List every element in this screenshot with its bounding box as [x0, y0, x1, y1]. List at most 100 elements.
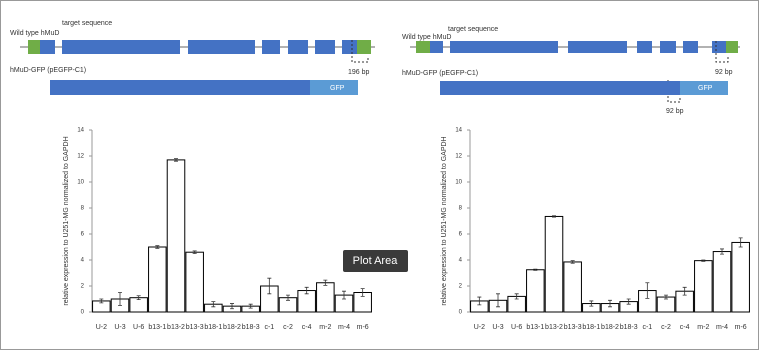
utr: [357, 40, 371, 54]
x-tick-label: m-6: [357, 324, 369, 331]
x-tick-label: b18-2: [601, 324, 619, 331]
error-bar: [192, 250, 197, 254]
bar: [731, 241, 750, 313]
x-tick-label: b13-3: [186, 324, 204, 331]
label: 92 bp: [715, 69, 733, 76]
bar: [316, 282, 335, 313]
exon: [683, 41, 698, 53]
x-tick-label: c-1: [642, 324, 652, 331]
exon: [188, 40, 255, 54]
y-tick-label: 0: [81, 310, 85, 316]
exon: [430, 41, 443, 53]
label: 92 bp: [666, 108, 684, 115]
label: hMuD-GFP (pEGFP-C1): [402, 70, 478, 77]
label: hMuD-GFP (pEGFP-C1): [10, 67, 86, 74]
x-tick-label: m-2: [697, 324, 709, 331]
label: Wild type hMuD: [10, 30, 59, 37]
label: target sequence: [448, 26, 498, 33]
exon: [315, 40, 335, 54]
y-axis-label: relative expression to U251-MG normalize…: [441, 136, 448, 305]
error-bar: [267, 277, 272, 295]
x-tick-label: b18-2: [223, 324, 241, 331]
x-tick-label: b18-1: [204, 324, 222, 331]
tooltip-text: Plot Area: [353, 255, 399, 267]
error-bar: [645, 282, 650, 299]
bracket: [715, 41, 729, 63]
label: Wild type hMuD: [402, 34, 451, 41]
error-bar: [496, 293, 500, 308]
bracket: [351, 40, 369, 63]
error-bar: [323, 279, 328, 286]
diagram-left: Wild type hMuD target sequence 196 bp hM…: [10, 20, 375, 95]
exon: [262, 40, 280, 54]
y-tick-label: 4: [459, 258, 463, 264]
error-bar: [286, 294, 290, 301]
error-bar: [136, 295, 141, 301]
bar: [185, 251, 204, 313]
error-bar: [155, 245, 160, 249]
utr: [28, 40, 40, 54]
exon: [660, 41, 676, 53]
y-tick-label: 14: [455, 128, 462, 134]
error-bar: [118, 292, 122, 306]
y-tick-label: 4: [81, 258, 85, 264]
x-tick-label: c-4: [680, 324, 690, 331]
x-tick-label: U-6: [511, 324, 522, 331]
x-tick-label: b13-1: [526, 324, 544, 331]
error-bar: [626, 298, 631, 305]
bar: [166, 159, 186, 313]
bar: [526, 269, 545, 313]
label: 196 bp: [348, 69, 370, 76]
x-tick-label: c-1: [264, 324, 274, 331]
exon: [450, 41, 558, 53]
error-bar: [664, 294, 668, 300]
exon: [637, 41, 652, 53]
x-tick-label: b18-1: [582, 324, 600, 331]
error-bar: [720, 248, 724, 255]
bar: [148, 246, 167, 313]
x-tick-label: U-6: [133, 324, 144, 331]
x-tick-label: c-2: [661, 324, 671, 331]
tooltip: Plot Area: [343, 250, 408, 272]
gfp-bar: [310, 80, 358, 95]
error-bar: [174, 158, 178, 162]
error-bar: [738, 237, 743, 248]
x-tick-label: b18-3: [242, 324, 260, 331]
x-tick-label: b13-2: [167, 324, 185, 331]
utr: [416, 41, 430, 53]
error-bar: [608, 299, 612, 308]
y-tick-label: 12: [77, 154, 84, 160]
bar: [712, 251, 732, 313]
x-tick-label: U-2: [474, 324, 485, 331]
x-tick-label: U-3: [114, 324, 125, 331]
exon: [568, 41, 627, 53]
y-tick-label: 10: [77, 180, 84, 186]
error-bar: [514, 293, 519, 300]
error-bar: [570, 260, 575, 264]
label: GFP: [698, 85, 713, 92]
x-tick-label: b13-1: [148, 324, 166, 331]
error-bar: [533, 268, 538, 271]
y-tick-label: 12: [455, 154, 462, 160]
x-tick-label: c-2: [283, 324, 293, 331]
x-tick-label: m-2: [319, 324, 331, 331]
bracket: [667, 80, 681, 103]
y-tick-label: 0: [459, 310, 463, 316]
diagram-right: Wild type hMuD target sequence 92 bp hMu…: [402, 26, 740, 115]
error-bar: [304, 286, 309, 295]
x-tick-label: b13-2: [545, 324, 563, 331]
x-tick-label: U-2: [96, 324, 107, 331]
y-tick-label: 6: [459, 232, 463, 238]
error-bar: [552, 215, 556, 218]
error-bar: [99, 298, 104, 304]
exon: [288, 40, 308, 54]
error-bar: [701, 259, 706, 262]
exon: [342, 40, 357, 54]
x-tick-label: m-4: [338, 324, 350, 331]
tooltip-box: [343, 250, 408, 272]
gfp-bar: [680, 81, 728, 95]
x-tick-label: b13-3: [564, 324, 582, 331]
error-bar: [682, 286, 687, 296]
x-tick-label: m-6: [735, 324, 747, 331]
